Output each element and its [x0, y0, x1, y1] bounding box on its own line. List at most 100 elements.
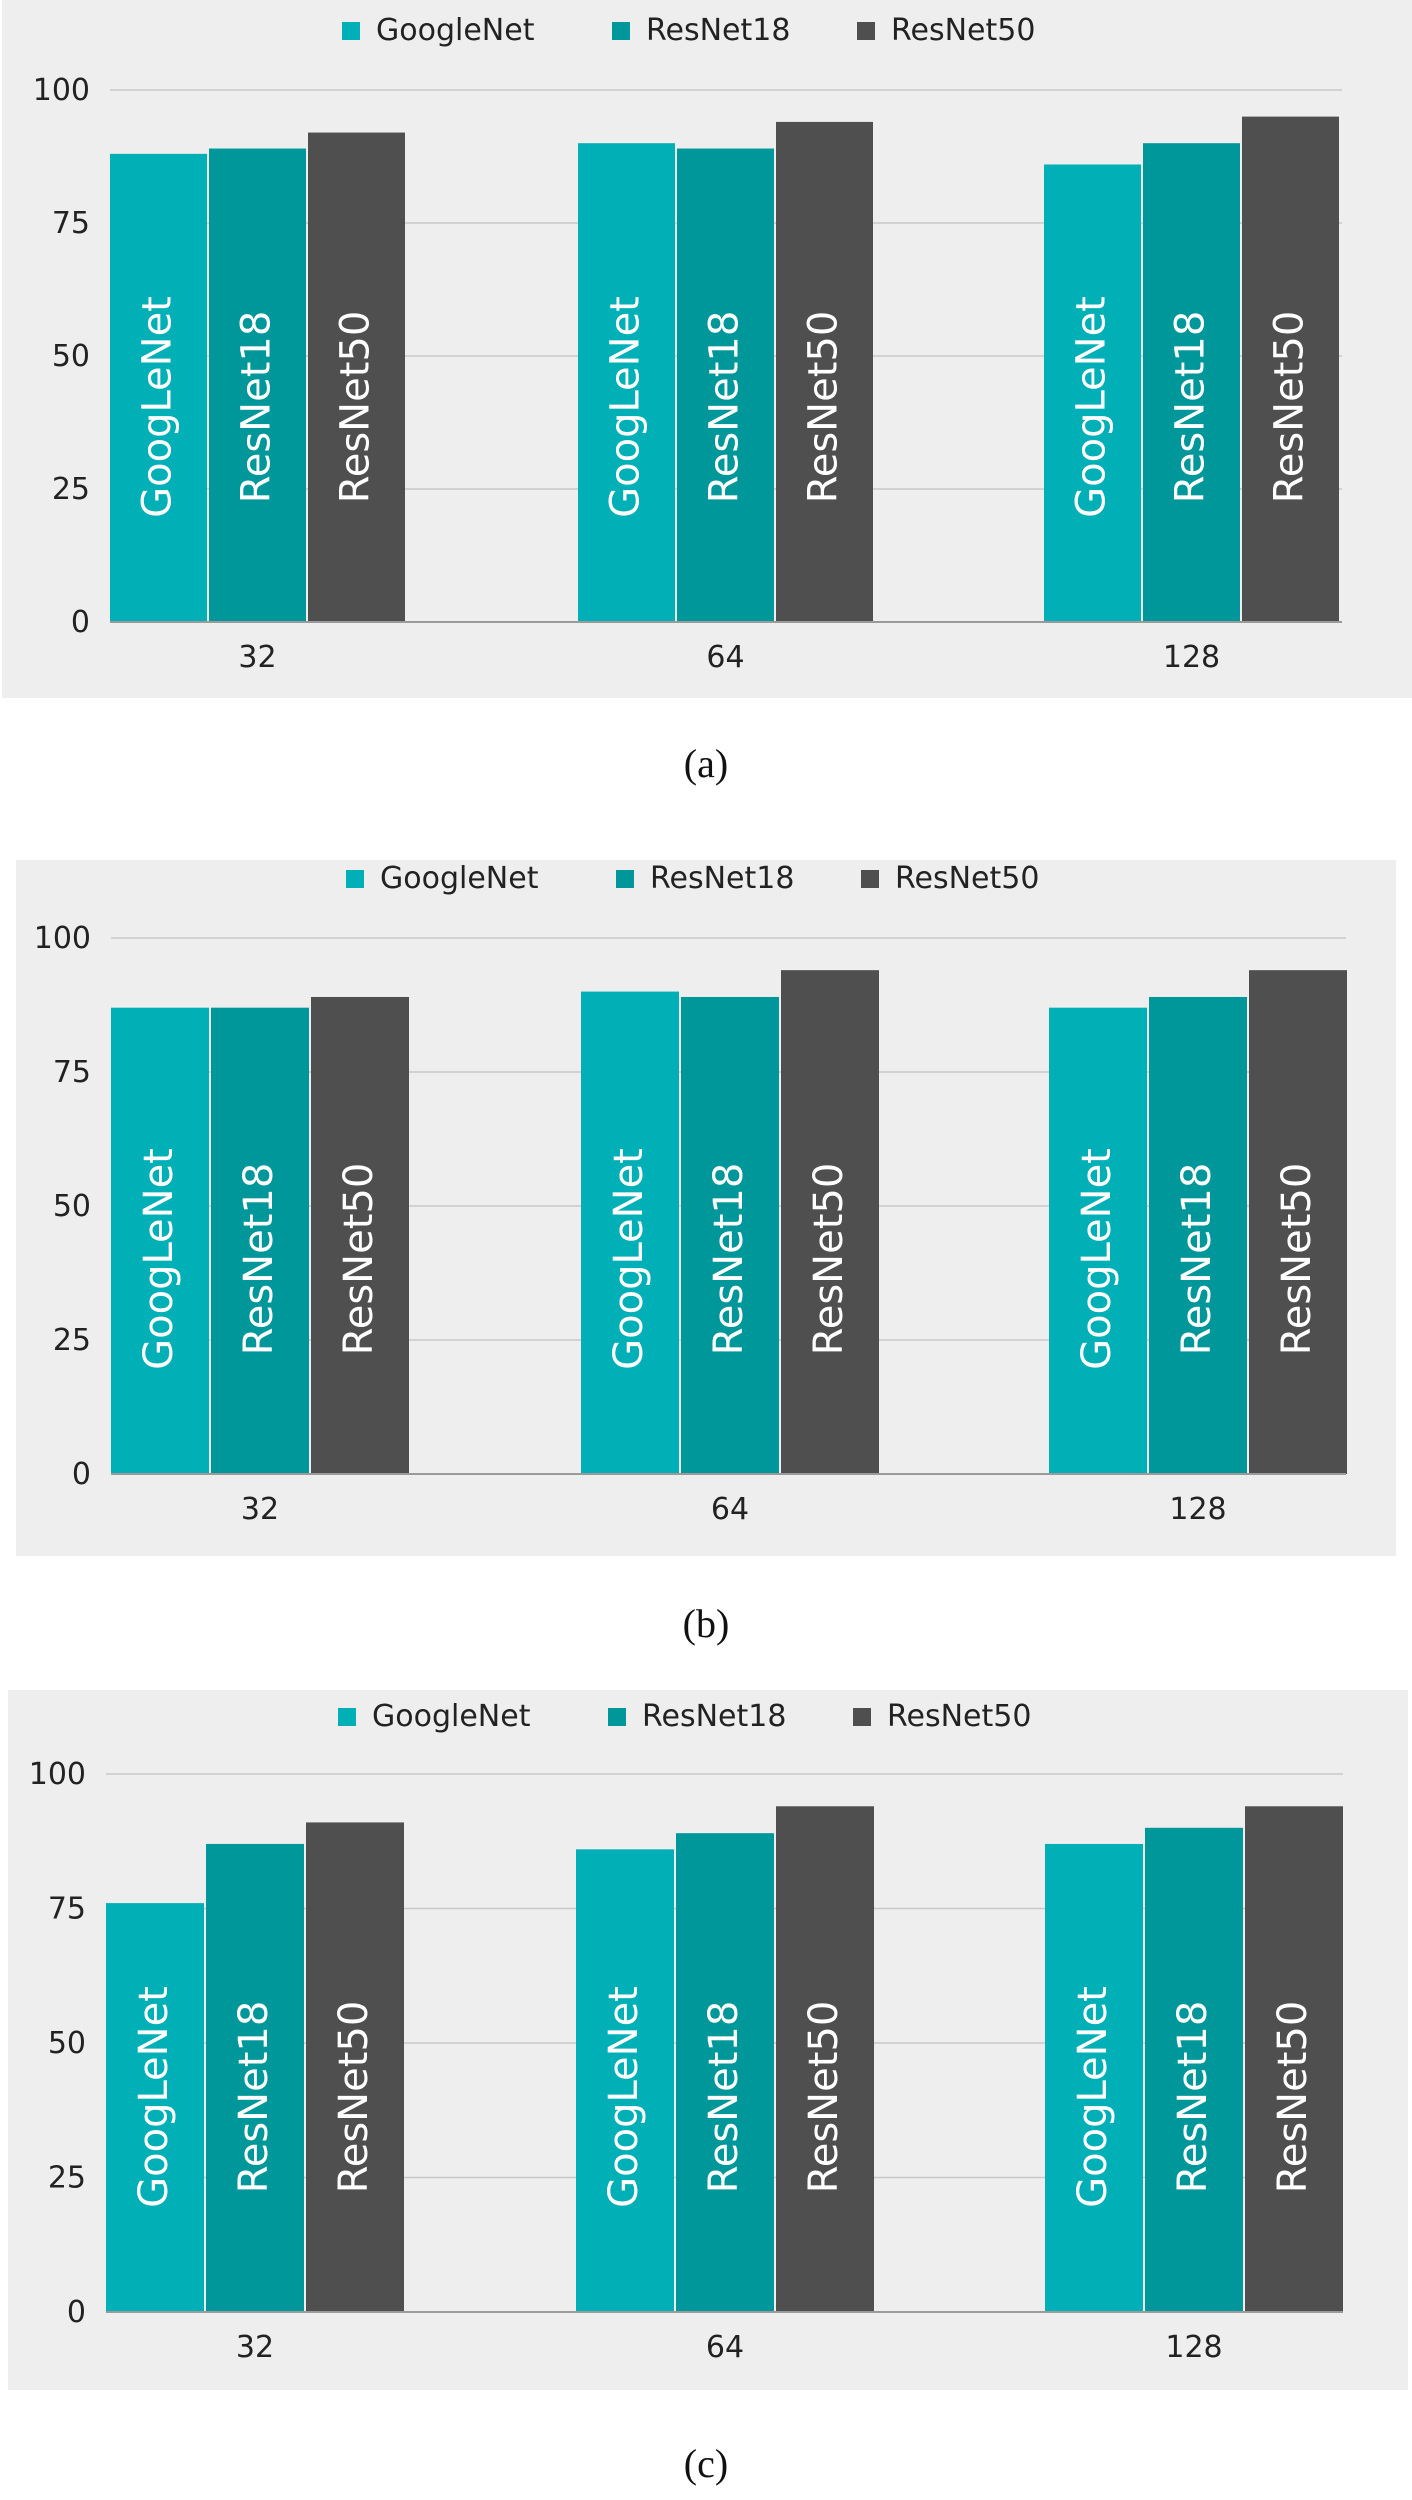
bar-googlenet-64: [578, 143, 675, 622]
legend-swatch-googlenet: [342, 22, 360, 40]
y-tick-label: 75: [53, 1055, 91, 1090]
bar-label-resnet50: ResNet50: [1270, 2001, 1316, 2194]
bar-label-resnet18: ResNet18: [1168, 311, 1214, 504]
y-tick-label: 25: [48, 2161, 86, 2196]
bar-resnet50-64: [776, 1806, 874, 2312]
bar-label-googlenet: GoogLeNet: [131, 1986, 177, 2208]
x-tick-label: 64: [706, 640, 744, 675]
chart-panel-a: 0 25 50 75 100 GoogleNet ResNet18 ResNet50 GoogL…: [2, 0, 1412, 698]
legend-swatch-resnet50: [853, 1708, 871, 1726]
legend-label-googlenet: GoogleNet: [376, 13, 535, 48]
bar-resnet50-128: [1249, 970, 1347, 1474]
legend-label-resnet50: ResNet50: [887, 1699, 1031, 1734]
bar-label-resnet50: ResNet50: [1274, 1163, 1320, 1356]
bar-googlenet-128: [1049, 1007, 1147, 1474]
bar-label-resnet18: ResNet18: [701, 2001, 747, 2194]
legend-label-resnet18: ResNet18: [646, 13, 790, 48]
bar-label-resnet18: ResNet18: [231, 2001, 277, 2194]
legend-label-resnet50: ResNet50: [891, 13, 1035, 48]
bar-label-resnet18: ResNet18: [702, 311, 748, 504]
bar-label-googlenet: GoogLeNet: [1074, 1148, 1120, 1370]
y-tick-label: 100: [33, 73, 90, 108]
legend-label-resnet18: ResNet18: [650, 861, 794, 896]
x-tick-label: 64: [706, 2330, 744, 2365]
bar-label-googlenet: GoogLeNet: [136, 1148, 182, 1370]
bar-resnet18-128: [1145, 1827, 1243, 2312]
bar-googlenet-32: [106, 1903, 204, 2312]
legend-label-resnet50: ResNet50: [895, 861, 1039, 896]
bar-label-resnet50: ResNet50: [806, 1163, 852, 1356]
bar-resnet50-128: [1242, 116, 1339, 622]
bar-googlenet-128: [1045, 1843, 1143, 2312]
legend-swatch-resnet50: [857, 22, 875, 40]
y-tick-label: 25: [52, 472, 90, 507]
chart-a-svg: 0 25 50 75 100 GoogleNet ResNet18 ResNet50 GoogL…: [33, 13, 1342, 675]
bar-label-resnet50: ResNet50: [336, 1163, 382, 1356]
y-tick-label: 100: [29, 1757, 86, 1792]
bar-resnet50-32: [308, 132, 405, 622]
legend-swatch-resnet50: [861, 870, 879, 888]
bar-googlenet-32: [111, 1007, 209, 1474]
x-tick-label: 128: [1169, 1492, 1226, 1527]
bar-resnet18-32: [211, 1007, 309, 1474]
bar-label-resnet18: ResNet18: [236, 1163, 282, 1356]
chart-c-svg: 0 25 50 75 100 GoogleNet ResNet18 ResNet50 GoogL…: [29, 1699, 1343, 2365]
y-tick-label: 100: [34, 921, 91, 956]
bar-resnet50-64: [776, 121, 873, 623]
y-tick-label: 75: [52, 206, 90, 241]
y-tick-label: 25: [53, 1323, 91, 1358]
y-tick-label: 50: [53, 1189, 91, 1224]
chart-panel-b: 0 25 50 75 100 GoogleNet ResNet18 ResNet50 GoogL…: [16, 860, 1396, 1556]
legend-swatch-resnet18: [608, 1708, 626, 1726]
bar-label-resnet18: ResNet18: [1170, 2001, 1216, 2194]
legend-swatch-googlenet: [346, 870, 364, 888]
y-tick-label: 75: [48, 1892, 86, 1927]
bar-resnet18-64: [676, 1833, 774, 2312]
y-tick-label: 0: [67, 2295, 86, 2330]
chart-b-svg: 0 25 50 75 100 GoogleNet ResNet18 ResNet50 GoogL…: [34, 861, 1347, 1527]
bar-label-resnet50: ResNet50: [801, 2001, 847, 2194]
bar-resnet50-64: [781, 970, 879, 1474]
legend-label-googlenet: GoogleNet: [372, 1699, 531, 1734]
legend-swatch-resnet18: [612, 22, 630, 40]
bar-label-googlenet: GoogLeNet: [601, 1986, 647, 2208]
bar-googlenet-64: [581, 991, 679, 1474]
x-tick-label: 128: [1163, 640, 1220, 675]
x-tick-label: 64: [711, 1492, 749, 1527]
bar-resnet50-32: [306, 1822, 404, 2312]
bar-resnet18-64: [681, 996, 779, 1474]
x-tick-label: 32: [238, 640, 276, 675]
bar-label-resnet50: ResNet50: [333, 311, 379, 504]
bar-label-googlenet: GoogLeNet: [603, 296, 649, 518]
bar-resnet18-128: [1143, 143, 1240, 622]
y-tick-label: 50: [48, 2026, 86, 2061]
bar-googlenet-32: [110, 153, 207, 622]
bar-label-resnet50: ResNet50: [331, 2001, 377, 2194]
y-tick-label: 0: [71, 605, 90, 640]
y-tick-label: 50: [52, 339, 90, 374]
legend-label-googlenet: GoogleNet: [380, 861, 539, 896]
x-tick-label: 32: [236, 2330, 274, 2365]
bar-resnet50-32: [311, 996, 409, 1474]
x-tick-label: 128: [1165, 2330, 1222, 2365]
chart-panel-c: 0 25 50 75 100 GoogleNet ResNet18 ResNet50 GoogL…: [8, 1690, 1408, 2390]
caption-c: (c): [683, 2441, 729, 2486]
x-tick-label: 32: [241, 1492, 279, 1527]
bar-resnet50-128: [1245, 1806, 1343, 2312]
bar-label-resnet18: ResNet18: [706, 1163, 752, 1356]
bar-label-googlenet: GoogLeNet: [1069, 296, 1115, 518]
bar-resnet18-32: [209, 148, 306, 622]
legend-swatch-googlenet: [338, 1708, 356, 1726]
bar-label-googlenet: GoogLeNet: [135, 296, 181, 518]
bar-label-resnet18: ResNet18: [1174, 1163, 1220, 1356]
legend-swatch-resnet18: [616, 870, 634, 888]
caption-a: (a): [683, 741, 729, 786]
bar-googlenet-64: [576, 1849, 674, 2312]
legend-label-resnet18: ResNet18: [642, 1699, 786, 1734]
caption-b: (b): [682, 1601, 730, 1646]
bar-label-resnet50: ResNet50: [1267, 311, 1313, 504]
bar-googlenet-128: [1044, 164, 1141, 623]
bar-label-googlenet: GoogLeNet: [606, 1148, 652, 1370]
bar-label-resnet18: ResNet18: [234, 311, 280, 504]
bar-resnet18-64: [677, 148, 774, 622]
